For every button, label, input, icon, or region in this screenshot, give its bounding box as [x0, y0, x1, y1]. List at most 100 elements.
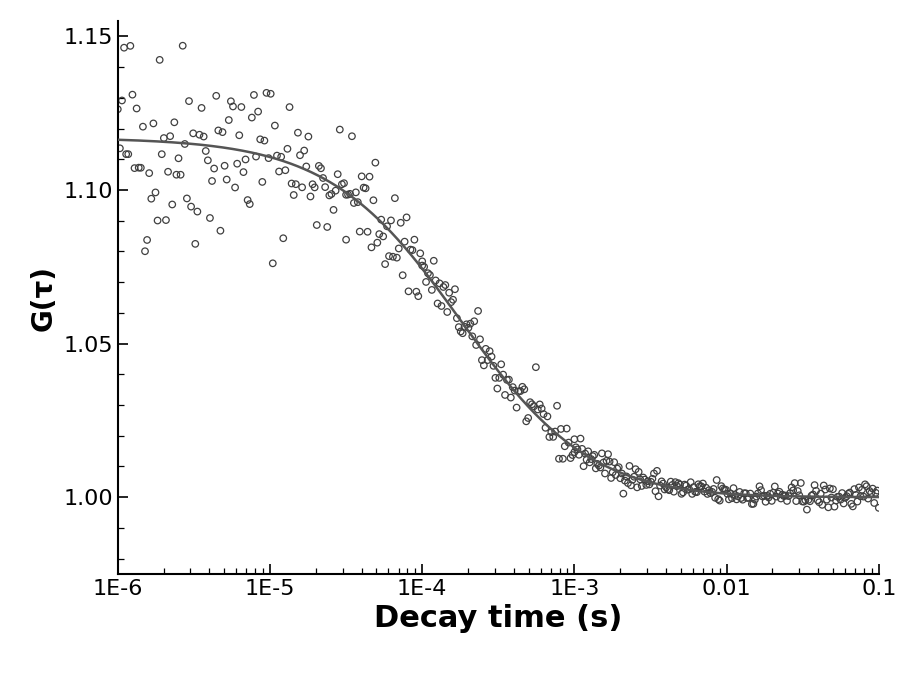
Point [832, 491, 846, 502]
Point [334, 178, 349, 190]
Point [380, 220, 394, 232]
Point [824, 492, 839, 503]
Point [178, 139, 192, 150]
Point [621, 477, 635, 489]
Point [570, 444, 584, 455]
Point [176, 40, 190, 51]
Point [305, 178, 320, 190]
Point [816, 480, 831, 491]
Point [856, 491, 871, 502]
Point [372, 228, 387, 239]
Point [864, 487, 879, 498]
Point [731, 491, 746, 502]
Point [368, 157, 382, 168]
Point [766, 487, 780, 498]
Point [751, 488, 766, 499]
Point [165, 199, 179, 210]
Point [760, 490, 775, 501]
Point [274, 151, 288, 162]
Point [651, 491, 666, 502]
Point [668, 477, 682, 488]
Point [772, 486, 786, 498]
Point [729, 494, 744, 505]
Point [304, 191, 318, 202]
Point [612, 461, 626, 472]
Point [374, 214, 389, 225]
Point [407, 234, 421, 245]
Point [581, 446, 595, 457]
Point [827, 501, 842, 512]
Point [378, 258, 392, 270]
Point [420, 267, 435, 279]
Point [283, 102, 297, 113]
Point [224, 96, 238, 107]
Point [523, 397, 537, 408]
Point [528, 362, 543, 373]
Point [687, 482, 701, 493]
Point [182, 95, 197, 106]
Point [326, 204, 341, 216]
Point [188, 238, 203, 249]
Point [565, 449, 580, 461]
Point [734, 492, 748, 503]
Point [411, 290, 426, 302]
Point [442, 287, 457, 298]
Point [259, 88, 274, 99]
Point [557, 441, 572, 452]
Point [257, 135, 272, 146]
Point [614, 468, 629, 479]
Point [758, 496, 773, 507]
Point [660, 484, 675, 495]
Point [395, 270, 410, 281]
Point [478, 343, 493, 354]
Point [307, 182, 322, 193]
Point [146, 118, 160, 129]
Point [602, 456, 617, 467]
Point [825, 484, 840, 495]
Point [496, 369, 510, 380]
Point [297, 145, 312, 156]
Point [197, 131, 211, 142]
Point [865, 483, 880, 494]
Point [829, 495, 843, 506]
Point [747, 498, 761, 510]
Point [685, 489, 699, 500]
Point [712, 495, 727, 506]
Point [867, 498, 882, 509]
Point [264, 88, 278, 99]
Point [691, 479, 706, 490]
Point [423, 270, 438, 281]
Point [552, 453, 566, 464]
Point [574, 443, 589, 454]
Point [184, 201, 198, 212]
Point [598, 468, 612, 479]
Point [436, 281, 450, 293]
Point [490, 383, 505, 394]
Point [138, 246, 152, 257]
Point [692, 480, 707, 491]
Point [323, 190, 337, 201]
Point [276, 232, 291, 244]
Point [834, 487, 849, 498]
Point [265, 258, 280, 269]
Point [599, 455, 613, 466]
Point [157, 132, 171, 144]
Point [673, 479, 688, 490]
Point [702, 484, 717, 496]
Point [198, 146, 213, 157]
Point [663, 476, 678, 487]
Point [492, 372, 506, 384]
Point [781, 491, 795, 502]
Point [167, 117, 181, 128]
Point [798, 495, 813, 506]
Point [203, 212, 217, 223]
Point [776, 491, 791, 502]
Y-axis label: G(τ): G(τ) [30, 265, 58, 330]
Point [861, 493, 875, 504]
Point [313, 162, 328, 174]
Point [190, 206, 205, 217]
Point [838, 492, 853, 503]
Point [388, 193, 402, 204]
Point [757, 490, 771, 501]
Point [870, 485, 884, 496]
